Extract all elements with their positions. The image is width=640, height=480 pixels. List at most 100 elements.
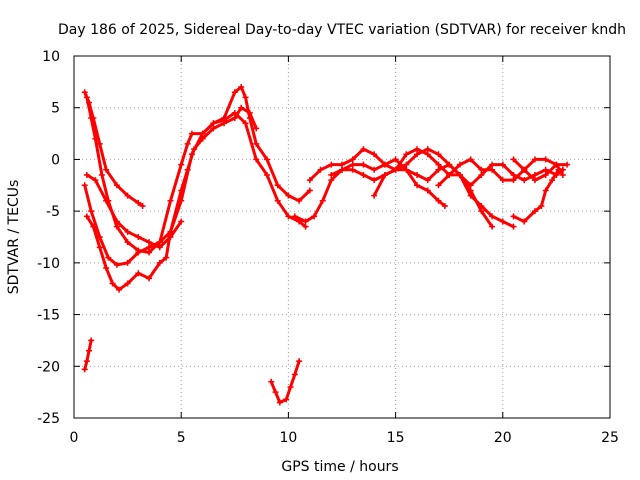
data-point: [403, 151, 410, 158]
data-point: [92, 135, 99, 142]
data-point: [156, 259, 163, 266]
series-trace: [269, 359, 301, 404]
data-point: [435, 182, 442, 189]
data-point: [276, 399, 283, 406]
data-point: [542, 166, 549, 173]
data-point: [83, 171, 90, 178]
series-trace: [83, 90, 145, 208]
data-point: [146, 249, 153, 256]
data-point: [381, 171, 388, 178]
data-point: [371, 166, 378, 173]
data-point: [146, 239, 153, 246]
data-point: [349, 166, 356, 173]
data-point: [285, 192, 292, 199]
series-trace: [512, 157, 565, 182]
data-point: [124, 280, 131, 287]
data-point: [489, 161, 496, 168]
data-point: [446, 161, 453, 168]
data-point: [371, 177, 378, 184]
data-point: [135, 270, 142, 277]
y-tick-label: -25: [37, 411, 60, 427]
data-point: [116, 286, 123, 293]
data-point: [489, 166, 496, 173]
x-tick-label: 20: [494, 430, 512, 446]
data-point: [88, 337, 95, 344]
y-tick-label: 0: [51, 152, 60, 168]
data-point: [210, 120, 217, 127]
data-point: [178, 161, 185, 168]
data-point: [88, 208, 95, 215]
data-point: [317, 166, 324, 173]
data-point: [564, 161, 571, 168]
data-point: [499, 161, 506, 168]
data-point: [86, 347, 93, 354]
data-point: [146, 244, 153, 251]
data-point: [467, 192, 474, 199]
data-point: [467, 156, 474, 163]
data-point: [478, 171, 485, 178]
data-point: [103, 265, 110, 272]
data-point: [531, 156, 538, 163]
data-point: [360, 171, 367, 178]
data-point: [83, 94, 90, 101]
chart-title: Day 186 of 2025, Sidereal Day-to-day VTE…: [58, 22, 626, 38]
data-point: [272, 389, 279, 396]
data-point: [167, 228, 174, 235]
data-point: [83, 358, 90, 365]
data-point: [521, 166, 528, 173]
data-point: [156, 239, 163, 246]
data-point: [253, 140, 260, 147]
data-point: [381, 161, 388, 168]
data-point: [478, 202, 485, 209]
data-point: [531, 208, 538, 215]
data-point: [302, 223, 309, 230]
data-point: [163, 254, 170, 261]
data-point: [221, 115, 228, 122]
data-point: [456, 161, 463, 168]
data-point: [403, 161, 410, 168]
data-point: [531, 171, 538, 178]
data-point: [339, 161, 345, 168]
data-point: [349, 156, 356, 163]
data-point: [306, 187, 313, 194]
data-point: [188, 130, 195, 137]
y-tick-label: -20: [37, 359, 60, 375]
data-point: [285, 213, 292, 220]
data-point: [113, 182, 120, 189]
data-point: [135, 234, 142, 240]
data-point: [113, 223, 120, 230]
data-point: [319, 197, 326, 204]
data-point: [456, 171, 463, 178]
data-point: [246, 109, 253, 116]
data-point: [253, 156, 260, 163]
x-tick-label: 25: [601, 430, 619, 446]
data-point: [238, 84, 245, 91]
data-point: [392, 156, 399, 163]
data-point: [435, 161, 442, 168]
data-point: [510, 156, 517, 163]
data-point: [499, 177, 506, 184]
series-track-k: [371, 161, 566, 199]
data-point: [81, 89, 88, 96]
data-point: [105, 254, 112, 261]
data-point: [403, 166, 410, 173]
x-tick-label: 15: [387, 430, 405, 446]
data-point: [113, 261, 120, 268]
data-point: [392, 166, 399, 173]
data-point: [510, 177, 517, 184]
data-point: [263, 171, 270, 178]
data-point: [221, 120, 228, 127]
data-point: [274, 197, 281, 204]
data-point: [103, 197, 110, 204]
data-point: [124, 239, 131, 246]
data-point: [268, 378, 275, 385]
y-axis-label: SDTVAR / TECUs: [6, 180, 22, 295]
data-point: [296, 358, 303, 365]
data-point: [441, 202, 448, 209]
data-point: [81, 182, 88, 189]
data-point: [360, 161, 367, 168]
data-point: [328, 171, 335, 178]
data-point: [90, 223, 97, 230]
data-point: [135, 199, 142, 206]
x-tick-label: 10: [279, 430, 297, 446]
